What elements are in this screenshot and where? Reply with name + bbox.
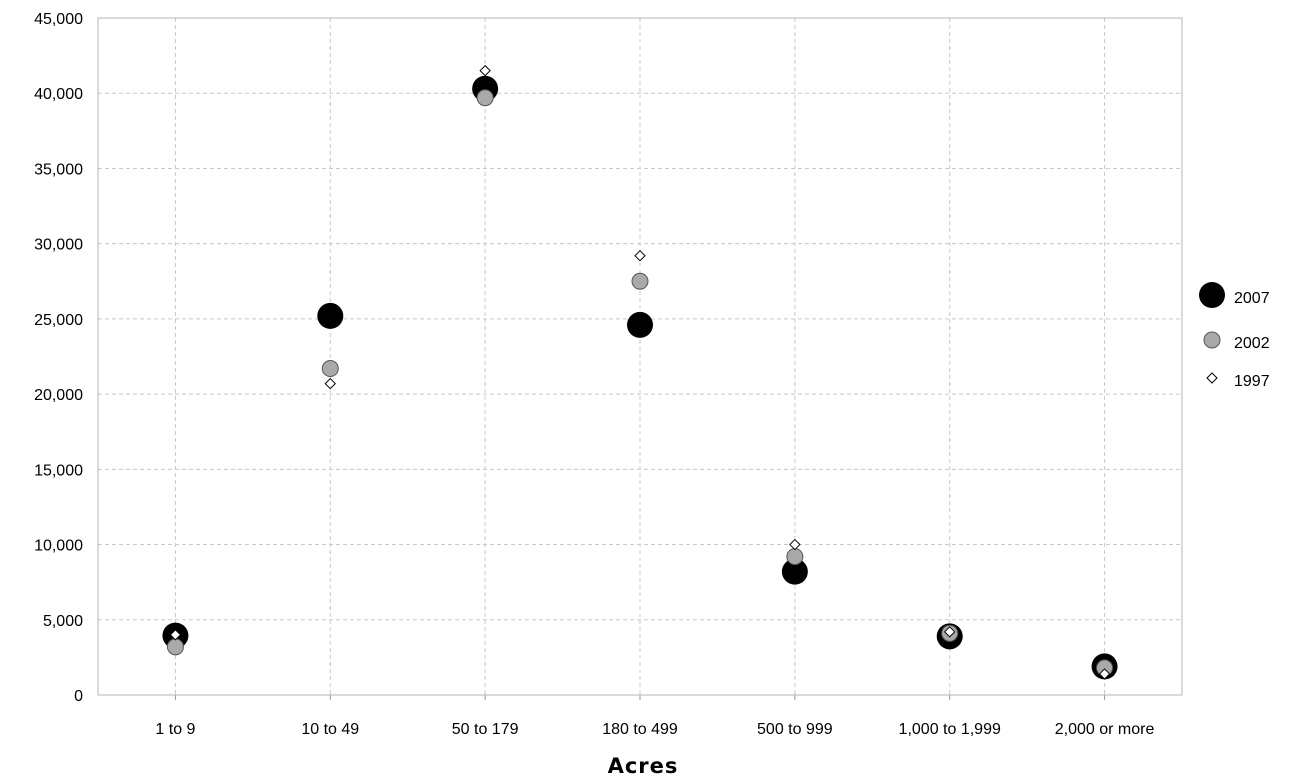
x-tick-label: 50 to 179 bbox=[452, 721, 519, 738]
x-axis-label: Acres bbox=[608, 754, 679, 778]
x-tick-label: 180 to 499 bbox=[602, 721, 678, 738]
legend-label: 1997 bbox=[1234, 373, 1270, 390]
data-point-2002 bbox=[321, 360, 339, 378]
y-tick-label: 5,000 bbox=[43, 613, 83, 630]
legend-label: 2007 bbox=[1234, 290, 1270, 307]
data-point-2002 bbox=[476, 89, 494, 107]
legend-label: 2002 bbox=[1234, 335, 1270, 352]
y-tick-label: 20,000 bbox=[34, 387, 83, 404]
data-point-2007 bbox=[627, 311, 653, 338]
x-tick-label: 1,000 to 1,999 bbox=[899, 721, 1001, 738]
y-tick-label: 15,000 bbox=[34, 462, 83, 479]
y-tick-label: 45,000 bbox=[34, 11, 83, 28]
data-point-2002 bbox=[631, 272, 649, 290]
x-axis: 1 to 9 10 to 49 50 to 179 180 to 499 500 to … bbox=[155, 695, 1154, 738]
data-point-1997 bbox=[1098, 668, 1111, 680]
data-point-2007 bbox=[317, 302, 344, 329]
y-tick-label: 35,000 bbox=[34, 161, 83, 178]
data-point-1997 bbox=[789, 538, 801, 551]
data-point-1997 bbox=[634, 249, 646, 262]
legend-marker-2007 bbox=[1199, 282, 1225, 308]
data-points bbox=[162, 64, 1118, 680]
y-axis: 0 5,000 10,000 15,000 20,000 25,000 30,000 35,0… bbox=[34, 11, 83, 705]
data-point-1997 bbox=[944, 626, 956, 638]
y-tick-label: 30,000 bbox=[34, 237, 83, 254]
x-tick-label: 10 to 49 bbox=[301, 721, 359, 738]
data-point-2002 bbox=[786, 548, 804, 566]
x-tick-label: 2,000 or more bbox=[1055, 721, 1155, 738]
legend-marker-1997 bbox=[1206, 372, 1218, 384]
data-point-1997 bbox=[169, 629, 182, 641]
legend: 2007 2002 1997 bbox=[1199, 282, 1270, 390]
data-point-2002 bbox=[166, 638, 184, 656]
data-point-1997 bbox=[324, 377, 336, 390]
grid-lines bbox=[98, 17, 1182, 695]
data-point-2007 bbox=[781, 558, 808, 585]
y-tick-label: 10,000 bbox=[34, 538, 83, 555]
y-tick-label: 0 bbox=[74, 688, 83, 705]
x-tick-label: 1 to 9 bbox=[155, 721, 195, 738]
x-tick-label: 500 to 999 bbox=[757, 721, 833, 738]
data-point-1997 bbox=[479, 64, 491, 77]
legend-marker-2002 bbox=[1203, 331, 1221, 349]
y-tick-label: 40,000 bbox=[34, 86, 83, 103]
y-tick-label: 25,000 bbox=[34, 312, 83, 329]
